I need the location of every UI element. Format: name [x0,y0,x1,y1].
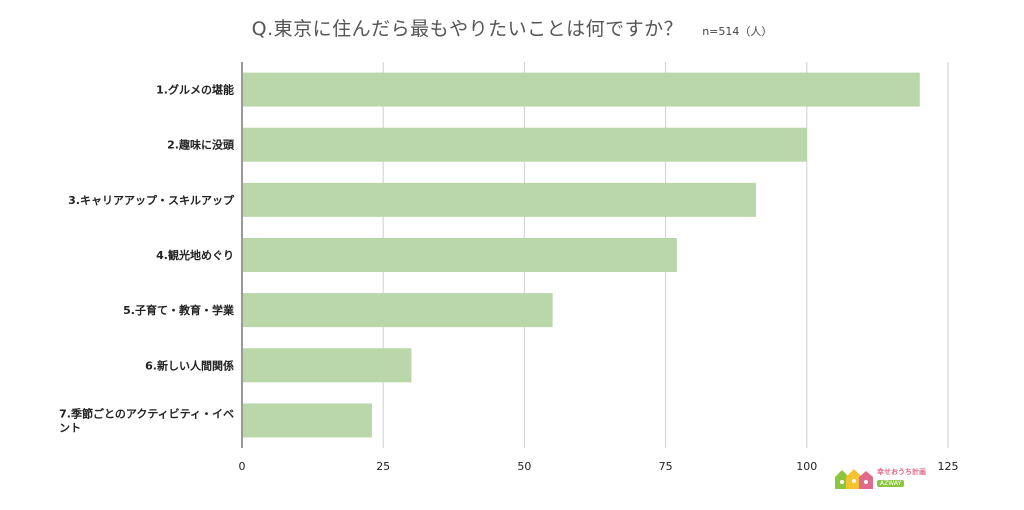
category-label: 5.子育て・教育・学業 [123,303,235,317]
bar [243,403,372,438]
category-label: 6.新しい人間関係 [145,358,234,372]
logo-subtext: AZWAY [877,480,905,487]
x-tick-label: 0 [239,460,246,473]
bar [243,127,807,162]
x-tick-label: 25 [376,460,390,473]
house-logo-icon [835,469,873,489]
x-tick-label: 50 [517,460,531,473]
bar [243,348,412,383]
category-label: 3.キャリアアップ・スキルアップ [68,193,235,207]
x-tick-label: 100 [796,460,817,473]
category-label: 2.趣味に没頭 [167,138,235,152]
bar [243,293,553,328]
x-tick-label: 125 [938,460,959,473]
logo-text: 幸せおうち計画 [877,468,926,476]
bar [243,72,920,107]
category-label: 4.観光地めぐり [156,248,234,262]
x-tick-label: 75 [659,460,673,473]
bar [243,182,756,217]
brand-logo: 幸せおうち計画 AZWAY [833,465,929,491]
question-text: Q.東京に住んだら最もやりたいことは何ですか？ [251,18,684,40]
sample-size: n=514（人） [702,25,773,38]
chart-title: Q.東京に住んだら最もやりたいことは何ですか？ n=514（人） [0,14,1024,41]
category-label: 1.グルメの堪能 [156,83,234,97]
bar [243,238,677,272]
category-label: 7.季節ごとのアクティビティ・イベント [59,406,234,434]
